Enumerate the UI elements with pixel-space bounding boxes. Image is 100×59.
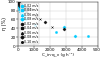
Point [64,29,65,30]
Point [51,27,52,28]
Point [26,18,28,19]
Point [24,7,26,8]
Point [20,4,22,5]
Point [18,3,20,4]
Point [20,4,21,5]
Point [40,19,41,20]
Point [19,5,21,6]
Y-axis label: η (%): η (%) [2,17,7,30]
Point [23,6,24,7]
Point [25,7,27,8]
X-axis label: C_in·q_v (g h⁻¹): C_in·q_v (g h⁻¹) [42,54,74,57]
Point [20,13,22,14]
Point [27,7,28,8]
Point [18,3,19,4]
Point [25,11,27,12]
Point [21,5,23,6]
Point [18,2,19,3]
Point [19,4,21,5]
Point [21,11,23,12]
Point [18,5,20,6]
Point [30,8,31,9]
Point [18,2,20,3]
Point [44,21,46,22]
Point [19,7,21,8]
Point [22,8,23,9]
Point [20,5,22,6]
Point [19,7,21,8]
Point [23,17,25,18]
Point [19,8,21,9]
Point [63,27,64,28]
Point [19,6,20,7]
Point [28,8,30,9]
Point [27,9,29,10]
Point [19,4,20,5]
Point [35,15,36,16]
Point [18,3,19,4]
Point [23,9,25,10]
Point [18,4,20,5]
Point [24,7,26,8]
Point [55,31,56,32]
Point [21,7,22,8]
Point [18,3,20,4]
Point [19,3,20,4]
Point [74,36,76,37]
Point [20,9,22,10]
Point [26,8,27,9]
Point [22,15,23,16]
Point [20,9,22,10]
Point [23,14,25,15]
Point [21,10,22,11]
Point [21,6,23,7]
Point [19,10,21,11]
Point [87,36,88,37]
Point [23,7,24,8]
Legend: 0.02 m/s, 0.04 m/s, 0.06 m/s, 0.08 m/s, 0.02 m/s, 0.04 m/s, 0.06 m/s, 0.08 m/s, : 0.02 m/s, 0.04 m/s, 0.06 m/s, 0.08 m/s, … [20,3,39,44]
Point [22,5,23,6]
Point [27,12,28,13]
Point [34,25,36,26]
Point [25,19,26,20]
Point [18,6,20,7]
Point [23,6,25,7]
Point [25,16,26,17]
Point [19,8,20,9]
